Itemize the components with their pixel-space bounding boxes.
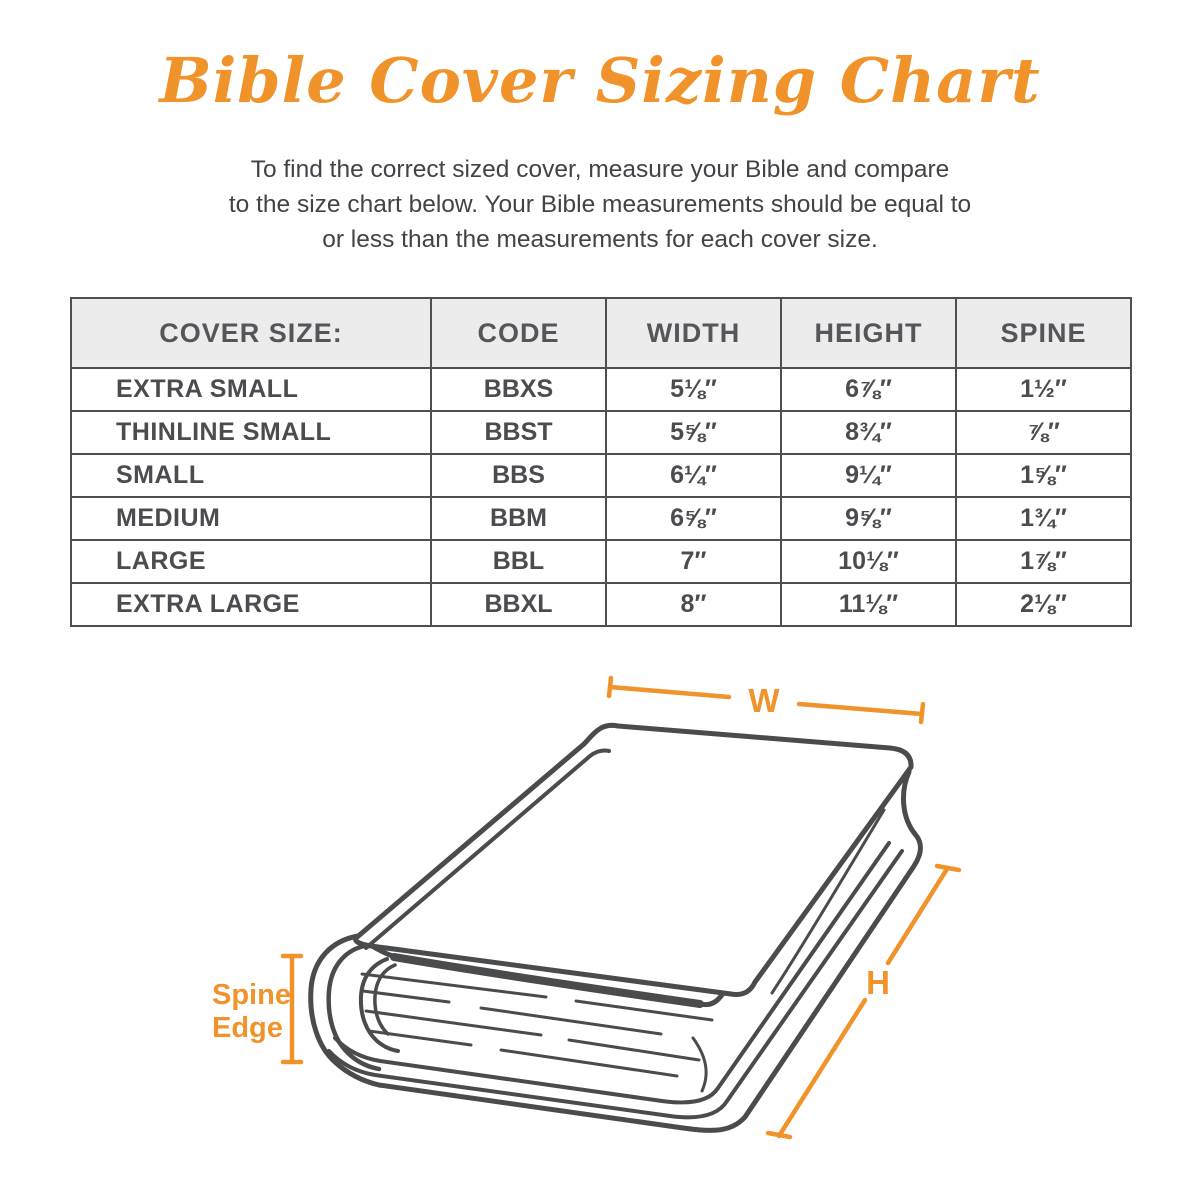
cell-spine: ⅞″ [955,410,1132,455]
cell-width: 8″ [605,582,782,627]
spine-edge-measure-line: Spine Edge [212,953,304,1065]
cell-width: 5⅝″ [605,410,782,455]
cell-height: 6⅞″ [780,367,957,412]
cell-spine: 1½″ [955,367,1132,412]
column-header-width: WIDTH [605,297,782,369]
cell-height: 9⅝″ [780,496,957,541]
cell-code: BBXL [430,582,607,627]
column-header-spine: SPINE [955,297,1132,369]
cell-size: SMALL [70,453,432,498]
spine-edge-label-line1: Spine [212,979,291,1011]
description-line: To find the correct sized cover, measure… [250,156,950,183]
cell-height: 8¾″ [780,410,957,455]
height-measure-line: H [765,863,962,1140]
cell-size: EXTRA LARGE [70,582,432,627]
cell-width: 6⅝″ [605,496,782,541]
width-label: W [748,682,780,719]
cell-width: 7″ [605,539,782,584]
page-title: Bible Cover Sizing Chart [159,44,1041,117]
column-header-height: HEIGHT [780,297,957,369]
cell-spine: 1¾″ [955,496,1132,541]
cell-size: MEDIUM [70,496,432,541]
cell-height: 11⅛″ [780,582,957,627]
cell-code: BBS [430,453,607,498]
cell-spine: 1⅝″ [955,453,1132,498]
cell-height: 10⅛″ [780,539,957,584]
cell-code: BBXS [430,367,607,412]
table-row: THINLINE SMALL BBST 5⅝″ 8¾″ ⅞″ [70,410,1132,455]
column-header-cover-size: COVER SIZE: [70,297,432,369]
table-row: EXTRA LARGE BBXL 8″ 11⅛″ 2⅛″ [70,582,1132,627]
cell-code: BBST [430,410,607,455]
book-illustration [308,722,923,1133]
table-row: EXTRA SMALL BBXS 5⅛″ 6⅞″ 1½″ [70,367,1132,412]
spine-edge-label-line2: Edge [212,1012,283,1044]
table-row: LARGE BBL 7″ 10⅛″ 1⅞″ [70,539,1132,584]
sizing-table: COVER SIZE: CODE WIDTH HEIGHT SPINE EXTR… [70,297,1132,627]
table-row: SMALL BBS 6¼″ 9¼″ 1⅝″ [70,453,1132,498]
cell-spine: 1⅞″ [955,539,1132,584]
cell-size: LARGE [70,539,432,584]
cell-width: 6¼″ [605,453,782,498]
book-measurement-diagram: W H Spine Edge [212,675,962,1140]
width-measure-line: W [606,675,926,725]
page-description: To find the correct sized cover, measure… [0,152,1200,257]
table-row: MEDIUM BBM 6⅝″ 9⅝″ 1¾″ [70,496,1132,541]
height-label: H [866,964,890,1001]
cell-spine: 2⅛″ [955,582,1132,627]
cell-code: BBM [430,496,607,541]
cell-size: THINLINE SMALL [70,410,432,455]
column-header-code: CODE [430,297,607,369]
cell-size: EXTRA SMALL [70,367,432,412]
cell-code: BBL [430,539,607,584]
table-header-row: COVER SIZE: CODE WIDTH HEIGHT SPINE [70,297,1132,369]
description-line: to the size chart below. Your Bible meas… [228,191,972,218]
cell-width: 5⅛″ [605,367,782,412]
description-line: or less than the measurements for each c… [322,226,878,253]
cell-height: 9¼″ [780,453,957,498]
